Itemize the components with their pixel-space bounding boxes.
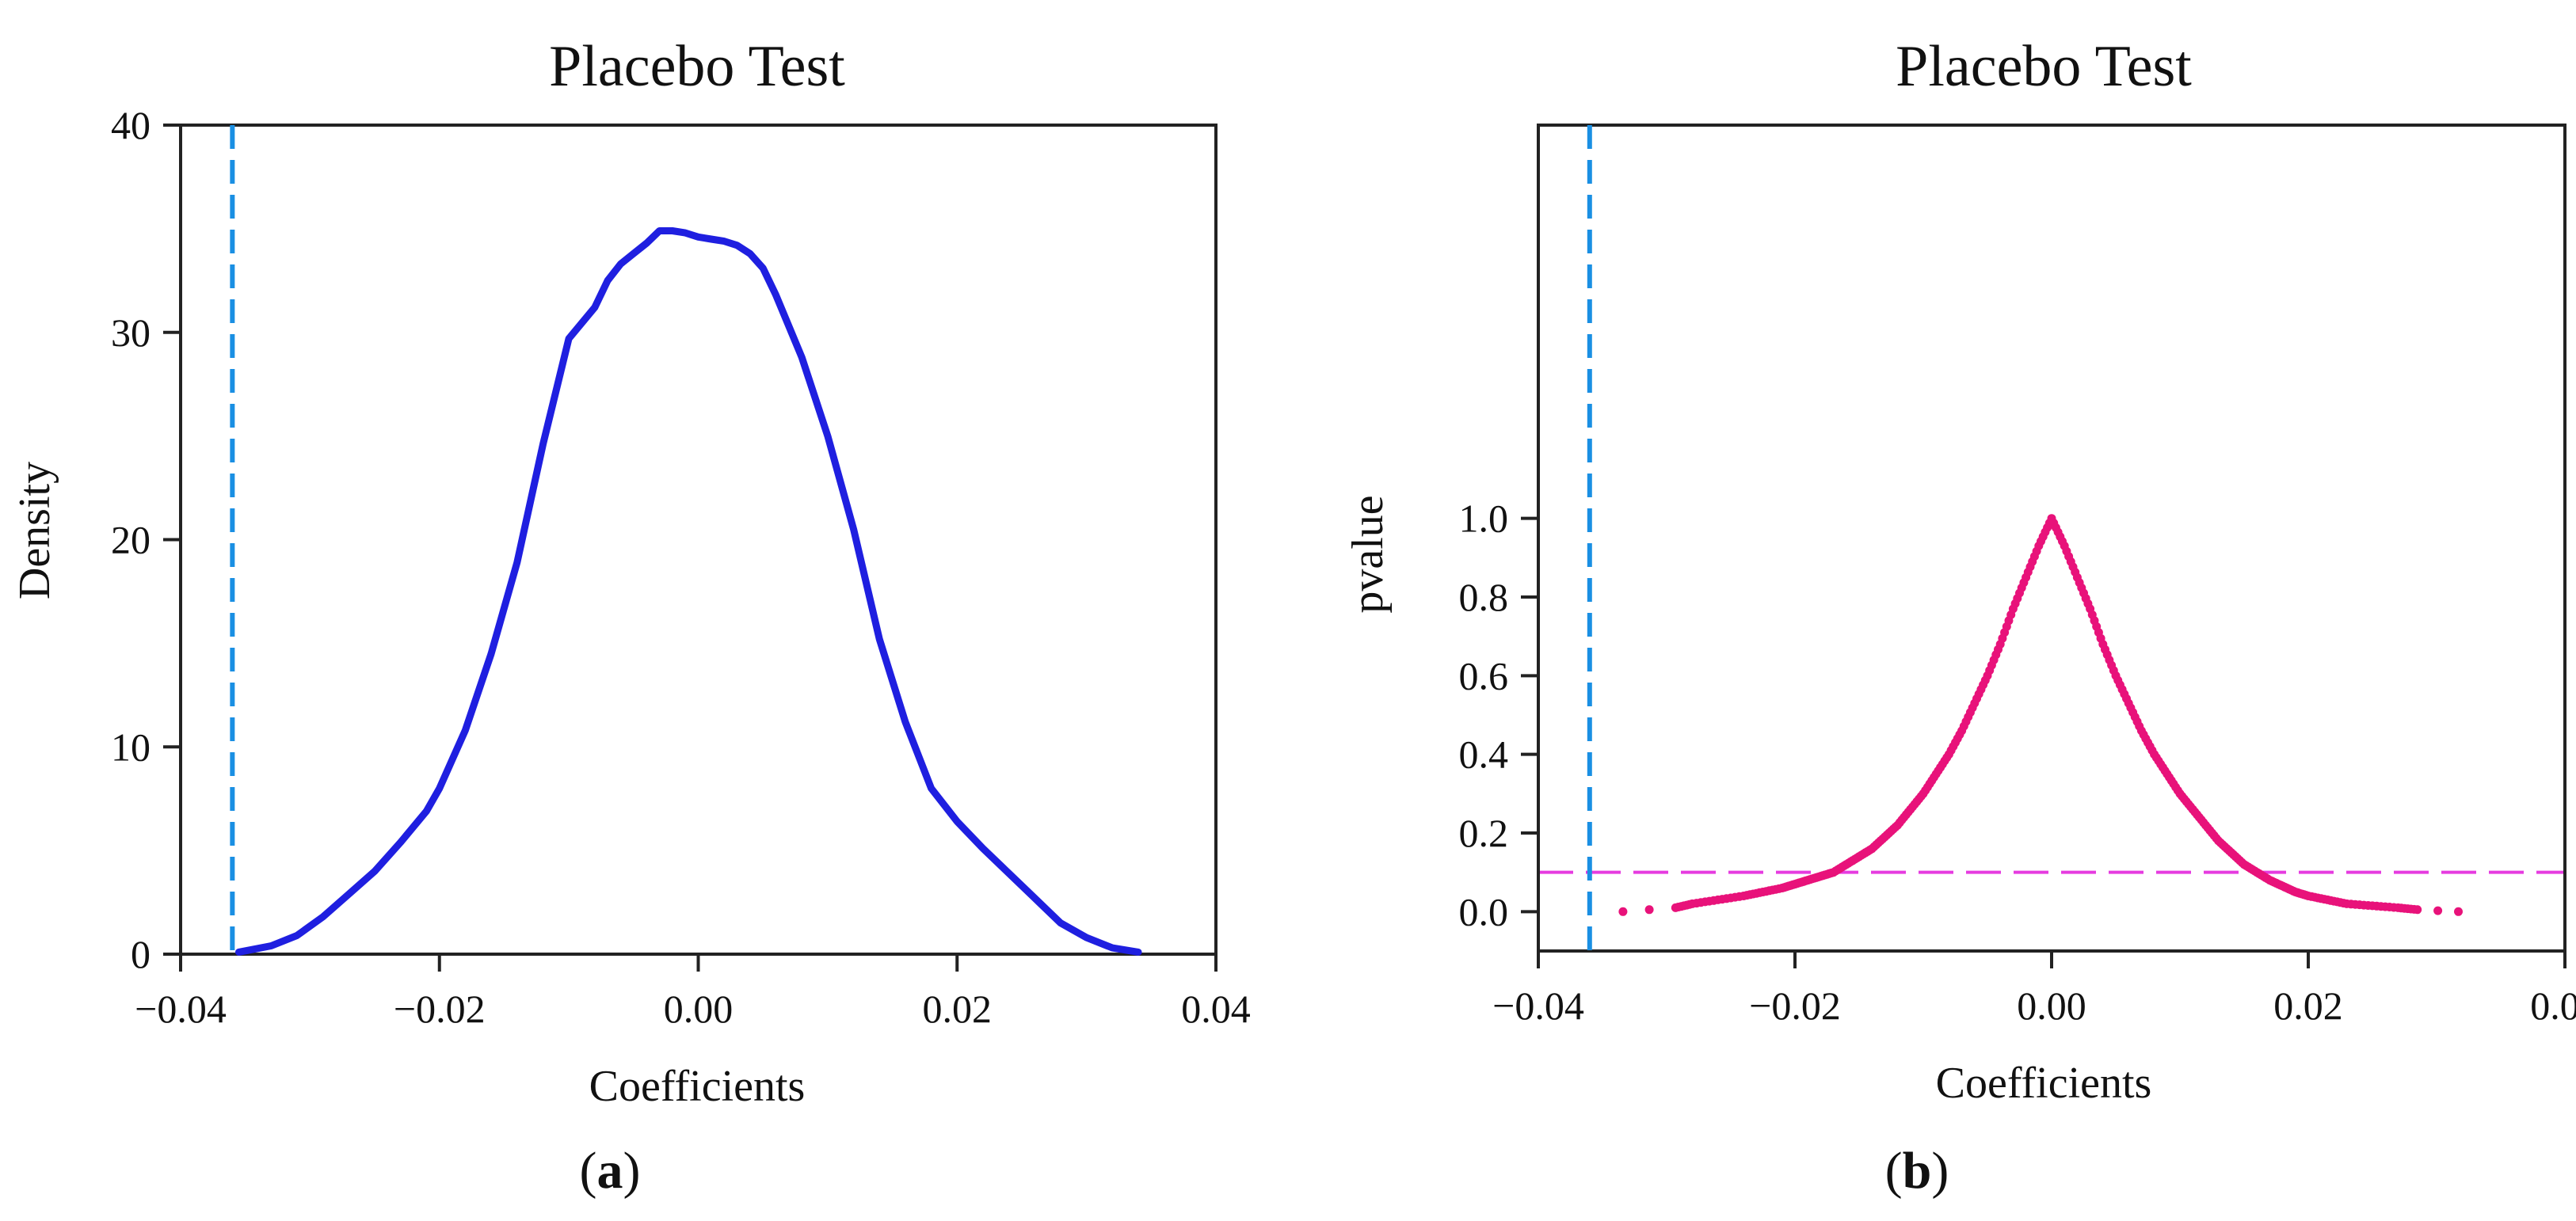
y-axis-label: pvalue bbox=[1343, 495, 1393, 613]
plot-area bbox=[179, 124, 1218, 956]
y-tick-label: 1.0 bbox=[1459, 496, 1509, 541]
x-tick-label: 0.04 bbox=[2530, 983, 2576, 1028]
x-tick-label: −0.02 bbox=[394, 987, 486, 1031]
y-tick-label: 0.6 bbox=[1459, 653, 1509, 698]
chart-title: Placebo Test bbox=[1896, 34, 2192, 99]
x-tick-label: −0.04 bbox=[1492, 983, 1584, 1028]
y-tick-label: 10 bbox=[111, 725, 151, 769]
data-point bbox=[1618, 907, 1628, 916]
data-point bbox=[1644, 905, 1654, 915]
y-tick-label: 0.0 bbox=[1459, 889, 1509, 934]
y-tick-label: 40 bbox=[111, 103, 151, 147]
x-tick-label: 0.00 bbox=[664, 987, 734, 1031]
panel-label: (b) bbox=[1885, 1142, 1949, 1200]
y-tick-label: 0.2 bbox=[1459, 811, 1509, 855]
x-tick-label: −0.04 bbox=[135, 987, 227, 1031]
y-tick-label: 20 bbox=[111, 518, 151, 562]
x-tick-label: −0.02 bbox=[1749, 983, 1841, 1028]
data-layer bbox=[235, 227, 1142, 956]
x-tick-label: 0.02 bbox=[2273, 983, 2343, 1028]
x-tick-label: 0.04 bbox=[1181, 987, 1251, 1031]
tick-layer: −0.04 −0.02 0.00 0.02 0.04 0 10 20 30 40 bbox=[111, 103, 1251, 1031]
x-axis-label: Coefficients bbox=[1936, 1059, 2152, 1108]
tick-layer: −0.04 −0.02 0.00 0.02 0.04 0.0 0.2 0.4 0.6 0.8 1.0 bbox=[1459, 496, 2576, 1028]
pvalue-chart-panel: Placebo Test pvalue Coefficients −0.04 −0… bbox=[1343, 34, 2576, 1200]
data-point bbox=[2433, 906, 2443, 915]
data-point bbox=[2413, 905, 2422, 915]
x-tick-label: 0.02 bbox=[923, 987, 993, 1031]
y-axis-label: Density bbox=[10, 462, 59, 599]
data-point bbox=[2454, 907, 2463, 916]
x-axis-label: Coefficients bbox=[589, 1062, 806, 1111]
chart-title: Placebo Test bbox=[549, 34, 845, 99]
y-tick-label: 0.4 bbox=[1459, 732, 1509, 777]
density-curve bbox=[235, 227, 1142, 956]
y-tick-label: 30 bbox=[111, 310, 151, 355]
data-layer bbox=[1618, 514, 2463, 916]
x-tick-label: 0.00 bbox=[2017, 983, 2086, 1028]
plot-area bbox=[1537, 124, 2566, 953]
y-tick-label: 0 bbox=[131, 932, 151, 976]
y-tick-label: 0.8 bbox=[1459, 575, 1509, 619]
panel-label: (a) bbox=[580, 1142, 641, 1200]
density-chart-panel: Placebo Test Density Coefficients −0.04−… bbox=[10, 34, 1251, 1200]
